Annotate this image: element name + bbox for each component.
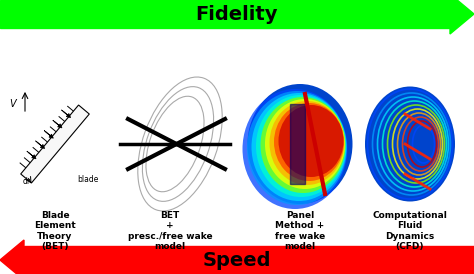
Text: blade: blade <box>77 175 99 184</box>
Bar <box>24 246 474 274</box>
FancyArrow shape <box>27 151 36 159</box>
FancyArrow shape <box>62 110 71 118</box>
Ellipse shape <box>243 89 347 209</box>
Text: dr: dr <box>23 178 31 187</box>
Ellipse shape <box>256 95 346 197</box>
Bar <box>0 0 450 28</box>
FancyArrow shape <box>44 130 54 138</box>
Ellipse shape <box>247 91 347 205</box>
Ellipse shape <box>252 93 346 201</box>
Ellipse shape <box>270 101 345 185</box>
Text: Panel
Method +
free wake
model: Panel Method + free wake model <box>275 211 325 251</box>
Text: Blade
Element
Theory
(BET): Blade Element Theory (BET) <box>34 211 76 251</box>
Polygon shape <box>450 0 474 34</box>
Ellipse shape <box>279 105 344 177</box>
FancyArrow shape <box>36 141 45 149</box>
Text: Speed: Speed <box>203 250 271 270</box>
Text: Computational
Fluid
Dynamics
(CFD): Computational Fluid Dynamics (CFD) <box>373 211 447 251</box>
Ellipse shape <box>261 97 346 193</box>
Polygon shape <box>0 240 24 274</box>
Text: V: V <box>9 99 16 109</box>
Text: BET
+
presc./free wake
model: BET + presc./free wake model <box>128 211 212 251</box>
Text: Fidelity: Fidelity <box>196 4 278 24</box>
Ellipse shape <box>365 87 455 201</box>
Bar <box>290 104 305 184</box>
Ellipse shape <box>265 99 345 189</box>
Bar <box>21 105 89 183</box>
Ellipse shape <box>247 84 353 204</box>
FancyArrow shape <box>53 120 62 128</box>
Ellipse shape <box>274 103 344 181</box>
